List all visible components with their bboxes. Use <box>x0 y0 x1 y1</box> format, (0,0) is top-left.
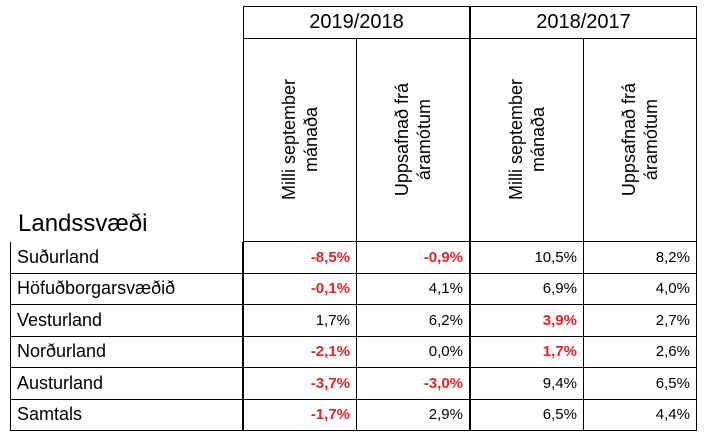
table-cell: 6,5% <box>470 399 584 431</box>
table-cell: -3,0% <box>357 368 470 400</box>
row-region-name: Höfuðborgarsvæðið <box>10 273 243 305</box>
table-cell: -8,5% <box>243 242 357 274</box>
region-column-header: Landssvæði <box>18 210 148 237</box>
subheader-3-label: Milli september mánaða <box>506 79 548 201</box>
table-cell: 1,7% <box>243 305 357 337</box>
period-header-1: 2019/2018 <box>243 6 470 39</box>
table-cell: 6,2% <box>357 305 470 337</box>
table-cell: 10,5% <box>470 242 584 274</box>
table-cell: -0,1% <box>243 273 357 305</box>
table-cell: 4,0% <box>584 273 697 305</box>
table-cell: -0,9% <box>357 242 470 274</box>
row-region-name: Austurland <box>10 368 243 400</box>
table-cell: 4,1% <box>357 273 470 305</box>
table-cell: 2,7% <box>584 305 697 337</box>
row-region-name: Samtals <box>10 399 243 431</box>
subheader-1: Milli september mánaða <box>243 39 357 242</box>
table-cell: -3,7% <box>243 368 357 400</box>
table-cell: 2,9% <box>357 399 470 431</box>
table-cell: -2,1% <box>243 336 357 368</box>
subheader-2: Uppsafnað frá áramótum <box>357 39 470 242</box>
table-cell: 2,6% <box>584 336 697 368</box>
table-cell: 1,7% <box>470 336 584 368</box>
table-cell: 8,2% <box>584 242 697 274</box>
row-region-name: Vesturland <box>10 305 243 337</box>
subheader-1-label: Milli september mánaða <box>279 79 321 201</box>
subheader-4: Uppsafnað frá áramótum <box>584 39 697 242</box>
table-cell: 6,5% <box>584 368 697 400</box>
table-cell: 9,4% <box>470 368 584 400</box>
table-cell: 6,9% <box>470 273 584 305</box>
subheader-3: Milli september mánaða <box>470 39 584 242</box>
subheader-2-label: Uppsafnað frá áramótum <box>392 83 434 197</box>
row-region-name: Norðurland <box>10 336 243 368</box>
table-cell: -1,7% <box>243 399 357 431</box>
subheader-4-label: Uppsafnað frá áramótum <box>619 83 661 197</box>
table-cell: 3,9% <box>470 305 584 337</box>
table-cell: 4,4% <box>584 399 697 431</box>
row-region-name: Suðurland <box>10 242 243 274</box>
table-cell: 0,0% <box>357 336 470 368</box>
period-header-2: 2018/2017 <box>470 6 697 39</box>
